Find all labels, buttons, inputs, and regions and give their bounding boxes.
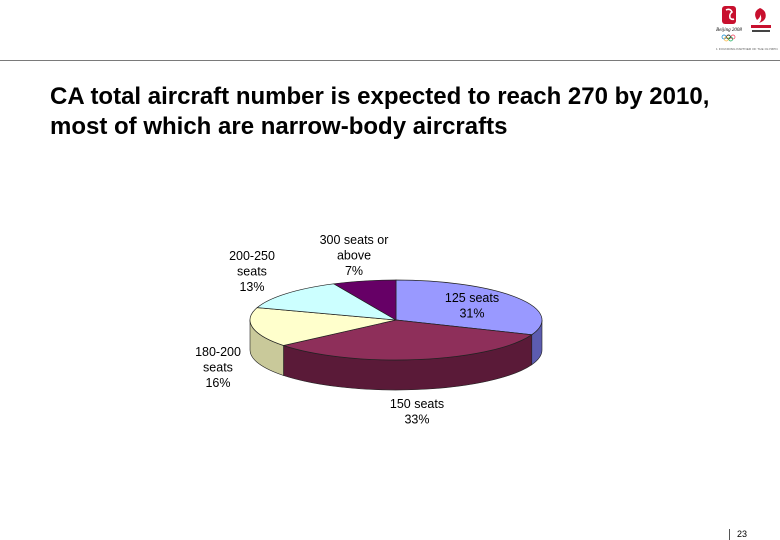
- footer-divider: [729, 529, 730, 540]
- pie-slice-0: [395, 279, 543, 336]
- pie-slice-label-1: 150 seats 33%: [390, 397, 444, 427]
- header-logos: Beijing 2008: [716, 4, 778, 56]
- pie-slice-label-4: 300 seats or above 7%: [320, 233, 389, 278]
- pie-slice-label-0: 125 seats 31%: [445, 291, 499, 321]
- pie-slice-label-2: 180-200 seats 16%: [195, 345, 241, 390]
- air-china-phoenix-logo-icon: [751, 8, 771, 32]
- svg-text:Beijing 2008: Beijing 2008: [716, 28, 742, 33]
- pie-labels: 125 seats 31% 150 seats 33% 180-200 seats 16% 2…: [195, 233, 499, 427]
- beijing-2008-olympic-emblem-icon: Beijing 2008: [716, 6, 742, 42]
- page-number: 23: [737, 529, 748, 539]
- pie-slice-2: [249, 307, 397, 346]
- slide-title: CA total aircraft number is expected to …: [50, 83, 710, 140]
- pie-slice-4: [332, 279, 397, 321]
- pie-top-faces: [249, 279, 543, 361]
- logo-caption: 1 FOUNDING PARTNER OF THE OLYMPIC GAMES: [716, 47, 778, 51]
- header-divider: [0, 60, 780, 61]
- pie-slice-1: [282, 319, 533, 361]
- pie-slice-label-3: 200-250 seats 13%: [229, 249, 275, 294]
- pie-slice-3: [256, 283, 397, 321]
